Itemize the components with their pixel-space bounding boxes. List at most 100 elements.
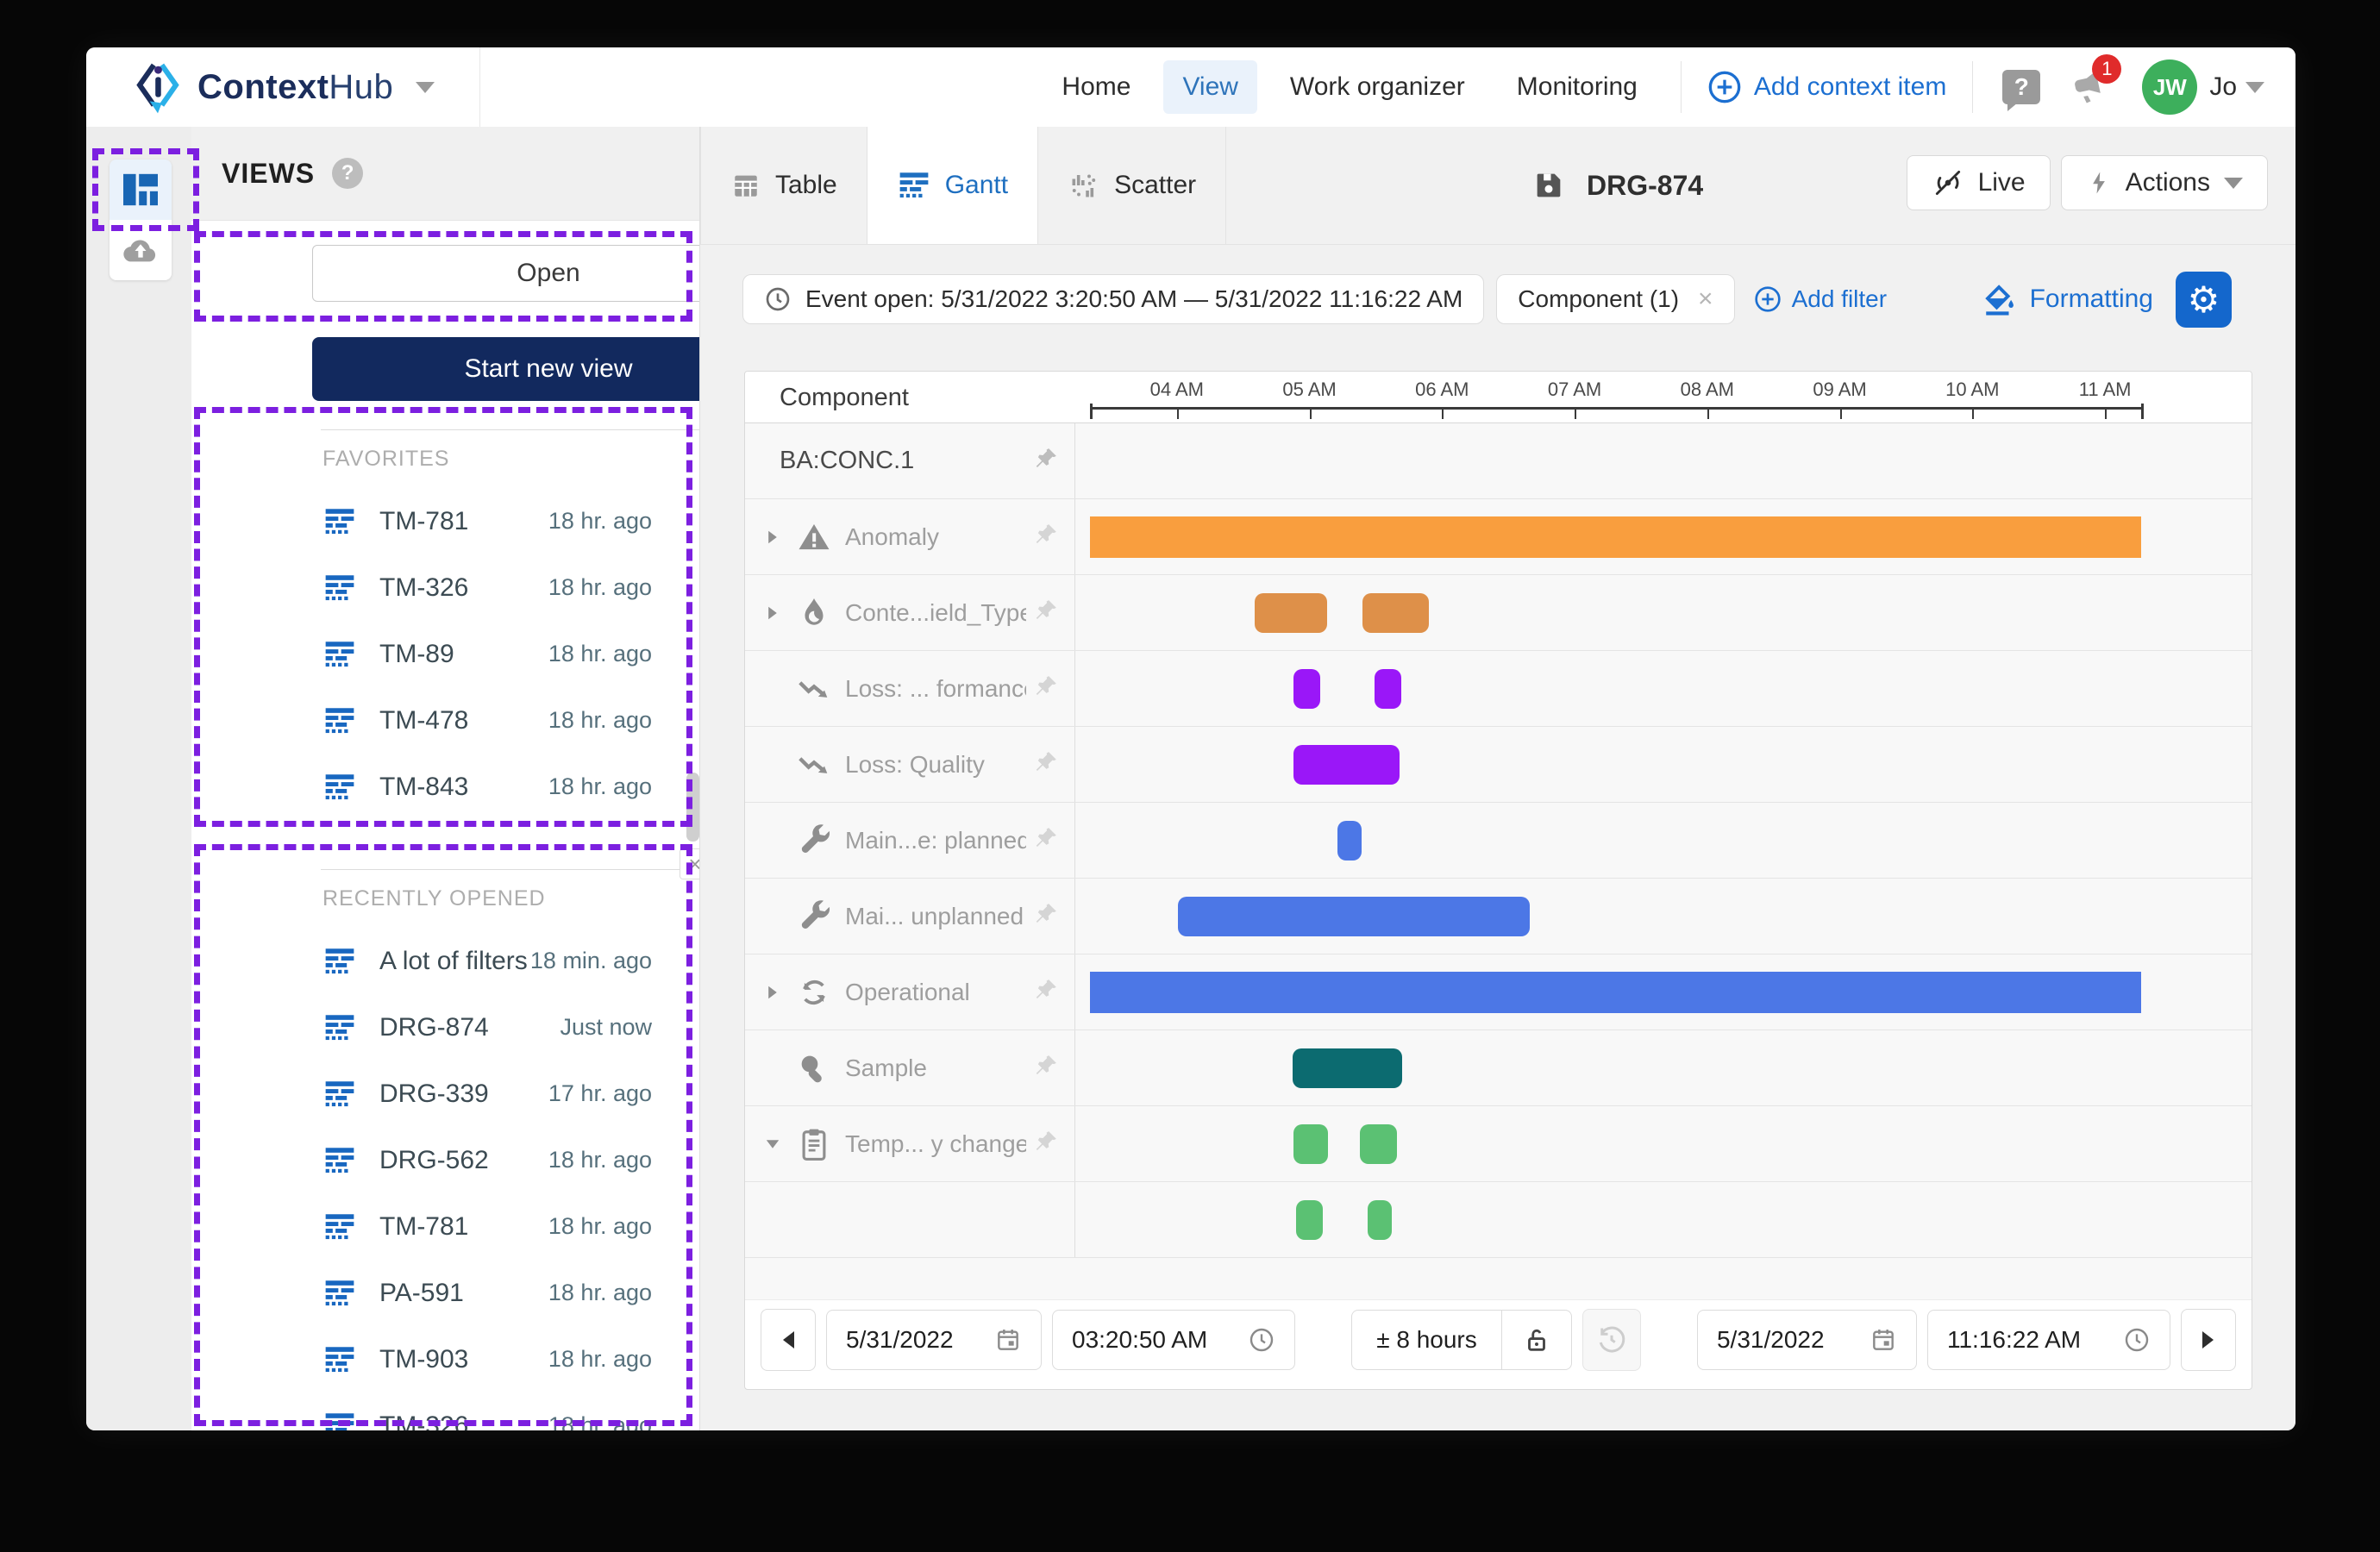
recent-item[interactable]: TM-903 18 hr. ago [191,1326,699,1392]
row-label-cell[interactable]: Temp... y change [745,1106,1075,1181]
row-label-cell[interactable] [745,1182,1075,1257]
sidebar-close-icon[interactable]: × [680,848,699,879]
recent-item[interactable]: DRG-562 18 hr. ago [191,1127,699,1193]
row-label-cell[interactable]: Mai... unplanned [745,879,1075,954]
sidebar-scrollbar[interactable] [686,773,699,842]
live-button[interactable]: Live [1906,155,2051,210]
row-label-cell[interactable]: Sample [745,1030,1075,1105]
row-label-cell[interactable]: Loss: ... formance [745,651,1075,726]
gantt-bar[interactable] [1374,669,1401,709]
lock-open-icon[interactable] [1500,1310,1571,1369]
recent-item[interactable]: DRG-874 Just now [191,994,699,1061]
end-date-field[interactable]: 5/31/2022 [1696,1309,1917,1370]
avatar[interactable]: JW [2142,59,2198,115]
pin-icon[interactable] [1033,673,1059,699]
pin-icon[interactable] [1033,901,1059,927]
row-label-cell[interactable]: Main...e: planned [745,803,1075,878]
recent-item[interactable]: PA-591 18 hr. ago [191,1260,699,1326]
nav-item-monitoring[interactable]: Monitoring [1516,72,1638,101]
scatter-icon [1068,170,1100,201]
notifications-button[interactable]: 1 [2066,54,2122,108]
add-context-item-button[interactable]: Add context item [1699,70,1955,104]
axis-range-cap [2141,404,2145,419]
user-menu-chevron-down-icon[interactable] [2245,81,2264,93]
recent-item[interactable]: A lot of filters 18 min. ago [191,928,699,994]
gantt-bar[interactable] [1178,897,1530,936]
recent-item[interactable]: TM-326 18 hr. ago [191,1392,699,1430]
expand-chevron-icon[interactable] [768,530,777,543]
divider [321,869,699,870]
favorite-item[interactable]: TM-843 18 hr. ago [191,754,699,820]
axis-tick-label: 10 AM [1945,379,2000,400]
axis-tick [2105,410,2108,419]
formatting-button[interactable]: Formatting [1982,281,2153,317]
nav-item-work-organizer[interactable]: Work organizer [1289,72,1465,101]
expand-chevron-icon[interactable] [768,986,777,998]
row-label-cell[interactable]: BA:CONC.1 [745,423,1075,498]
help-icon[interactable]: ? [2002,70,2041,111]
row-label-cell[interactable]: Conte...ield_Type [745,575,1075,650]
pin-icon[interactable] [1033,1129,1059,1155]
favorite-item[interactable]: TM-89 18 hr. ago [191,621,699,687]
tab-scatter[interactable]: Scatter [1038,127,1227,244]
start-time-field[interactable]: 03:20:50 AM [1052,1309,1295,1370]
recent-item[interactable]: DRG-339 17 hr. ago [191,1061,699,1127]
main-area: Table Gantt Scatter DRG-874 [700,127,2295,1430]
tab-table[interactable]: Table [700,127,867,244]
pin-icon[interactable] [1033,446,1059,472]
pin-icon[interactable] [1033,977,1059,1003]
actions-button[interactable]: Actions [2060,155,2268,210]
gantt-bar[interactable] [1359,1124,1397,1164]
recent-item[interactable]: TM-781 18 hr. ago [191,1193,699,1260]
end-time-field[interactable]: 11:16:22 AM [1926,1309,2170,1370]
upload-rail-button[interactable] [110,220,172,280]
pin-icon[interactable] [1033,598,1059,623]
step-back-button[interactable] [761,1308,816,1371]
gantt-bar[interactable] [1368,1200,1392,1240]
tab-gantt[interactable]: Gantt [867,127,1039,244]
gantt-body: BA:CONC.1 Anomaly Conte...ield_Type Loss: .… [745,423,2252,1389]
view-list-icon [323,639,357,670]
gantt-bar[interactable] [1255,593,1327,633]
row-label-cell[interactable]: Operational [745,954,1075,1029]
row-label-cell[interactable]: Loss: Quality [745,727,1075,802]
settings-gear-icon[interactable]: ⚙ [2176,271,2232,328]
sidebar-help-icon[interactable]: ? [332,158,364,189]
open-button[interactable]: Open [312,245,699,302]
gantt-bar[interactable] [1090,972,2142,1013]
favorite-item[interactable]: TM-326 18 hr. ago [191,554,699,621]
gantt-bar[interactable] [1362,593,1429,633]
nav-item-home[interactable]: Home [1062,72,1131,101]
gantt-bar[interactable] [1090,516,2142,558]
gantt-bar[interactable] [1293,1124,1329,1164]
pin-icon[interactable] [1033,522,1059,548]
gantt-bar[interactable] [1293,669,1320,709]
gantt-bar[interactable] [1337,821,1362,860]
logo-chevron-down-icon[interactable] [416,81,435,93]
pin-icon[interactable] [1033,1053,1059,1079]
event-open-filter-pill[interactable]: Event open: 5/31/2022 3:20:50 AM — 5/31/… [742,274,1485,324]
pin-icon[interactable] [1033,825,1059,851]
collapse-chevron-icon[interactable] [766,1139,780,1148]
nav-item-view[interactable]: View [1163,60,1257,114]
start-date-field[interactable]: 5/31/2022 [826,1309,1042,1370]
row-label-cell[interactable]: Anomaly [745,499,1075,574]
remove-filter-icon[interactable]: × [1698,285,1713,313]
views-rail-button[interactable] [110,160,172,220]
pin-icon[interactable] [1033,749,1059,775]
reset-history-button[interactable] [1581,1308,1641,1371]
favorite-item[interactable]: TM-478 18 hr. ago [191,687,699,754]
add-filter-button[interactable]: Add filter [1754,285,1887,313]
start-new-view-button[interactable]: Start new view [312,337,699,401]
logo[interactable]: ContextHub [86,47,480,127]
notification-badge: 1 [2092,54,2122,84]
view-toolbar: Table Gantt Scatter DRG-874 [700,127,2295,245]
time-range-control[interactable]: ± 8 hours [1351,1309,1572,1370]
expand-chevron-icon[interactable] [768,606,777,619]
gantt-bar[interactable] [1296,1200,1323,1240]
step-forward-button[interactable] [2180,1308,2236,1371]
component-filter-pill[interactable]: Component (1) × [1496,274,1735,324]
gantt-bar[interactable] [1292,1048,1403,1088]
favorite-item[interactable]: TM-781 18 hr. ago [191,488,699,554]
gantt-bar[interactable] [1293,745,1400,785]
